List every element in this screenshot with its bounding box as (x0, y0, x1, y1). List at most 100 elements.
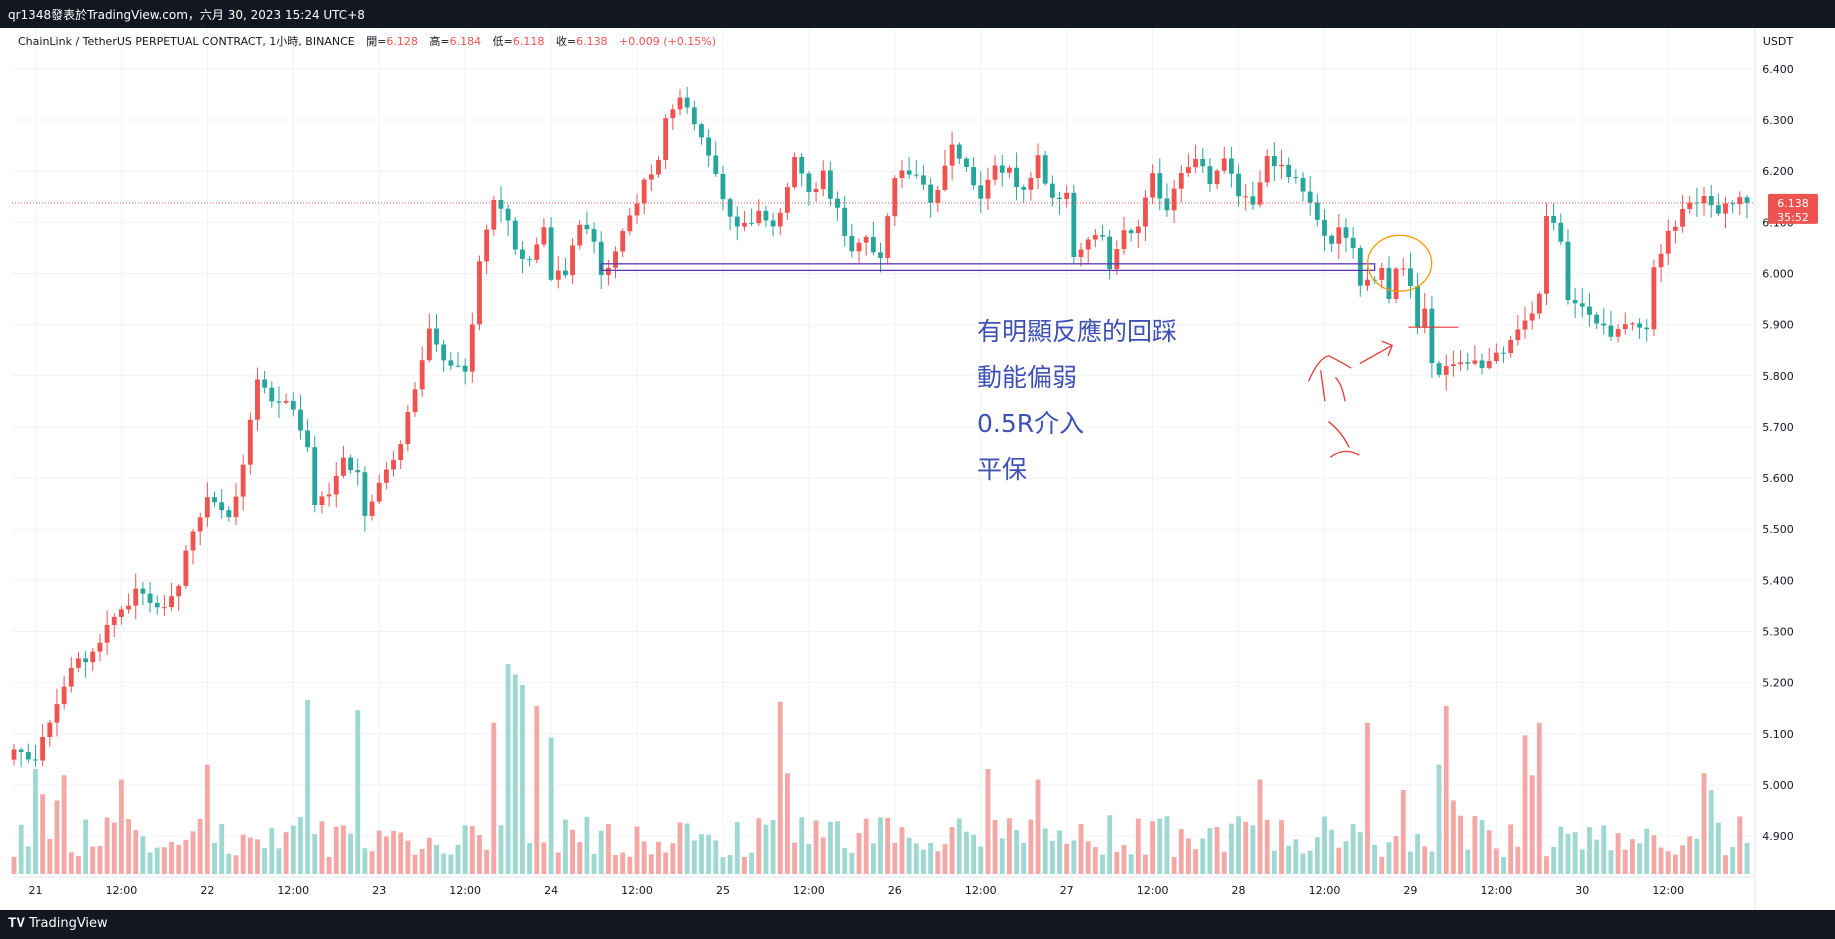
volume-bar (1365, 722, 1370, 874)
candle-body (605, 267, 611, 276)
candle-body (878, 252, 883, 258)
volume-bar (1243, 821, 1249, 874)
volume-bar (1150, 821, 1156, 874)
candle-body (1200, 158, 1206, 167)
candle-body (648, 174, 654, 180)
volume-bar (441, 853, 447, 874)
volume-bar (197, 818, 203, 874)
candle-body (520, 249, 525, 259)
candle-body (283, 400, 289, 403)
volume-bar (83, 819, 89, 874)
candle-body (1723, 203, 1728, 214)
candle-body (527, 258, 533, 260)
volume-bar (104, 817, 110, 874)
volume-bar (54, 800, 60, 874)
countdown-timer: 35:52 (1777, 211, 1809, 224)
volume-bar (233, 855, 239, 874)
time-axis[interactable]: 21 12:00 22 12:00 23 12:00 24 12:00 25 12:00 26 12:… (28, 884, 1684, 897)
candle-body (985, 179, 991, 199)
volume-bar (169, 841, 174, 874)
candle-body (434, 328, 439, 345)
candle-body (899, 170, 905, 179)
volume-bar (1730, 846, 1736, 874)
candle-body (1486, 361, 1492, 368)
price-chart[interactable]: ChainLink / TetherUS PERPETUAL CONTRACT,… (0, 0, 1835, 910)
volume-bar (906, 837, 912, 874)
price-tick-label: 5.800 (1762, 370, 1794, 383)
volume-bar (1264, 819, 1270, 874)
candle-body (76, 658, 81, 668)
tv-logo-text: TradingView (29, 916, 108, 931)
candle-body (226, 510, 232, 518)
volume-bar (1064, 843, 1070, 874)
candle-body (1637, 323, 1643, 328)
volume-bar (1422, 846, 1428, 874)
candle-body (25, 751, 31, 760)
candle-body (1221, 158, 1227, 171)
volume-bar (1078, 824, 1084, 874)
candle-body (1615, 329, 1621, 337)
price-axis[interactable]: 6.4006.3006.2006.1006.0005.9005.8005.700… (1762, 63, 1794, 843)
candle-body (441, 344, 447, 361)
volume-bar (1565, 833, 1571, 874)
time-tick-label: 12:00 (1137, 884, 1169, 897)
volume-bar (777, 701, 783, 874)
tradingview-logo[interactable]: 𝐓𝐕 TradingView (8, 916, 108, 931)
candle-body (240, 464, 246, 497)
candle-body (1493, 352, 1499, 362)
candle-body (140, 588, 146, 594)
candle-body (498, 199, 504, 209)
volume-bar (204, 764, 210, 874)
candle-body (584, 224, 590, 230)
hand-arrow-diagonal (1359, 340, 1394, 364)
volume-bar (520, 685, 525, 874)
chart-legend: ChainLink / TetherUS PERPETUAL CONTRACT,… (18, 34, 716, 48)
volume-bar (1529, 775, 1535, 874)
volume-bar (1501, 857, 1506, 874)
candle-body (1171, 188, 1177, 211)
candle-body (419, 360, 425, 390)
candle-body (462, 365, 468, 372)
volume-bar (784, 773, 790, 874)
volume-bar (1493, 848, 1499, 874)
candle-body (18, 749, 24, 752)
volume-bar (40, 794, 46, 874)
candle-body (706, 137, 712, 156)
volume-bar (1329, 829, 1335, 874)
candle-body (949, 144, 955, 166)
candle-body (111, 616, 117, 625)
candle-body (598, 241, 604, 276)
candle-body (1329, 235, 1335, 244)
price-tick-label: 5.700 (1762, 421, 1794, 434)
candle-body (1551, 215, 1557, 223)
volume-bar (1100, 854, 1105, 874)
time-tick-label: 23 (372, 884, 386, 897)
time-tick-label: 12:00 (1309, 884, 1341, 897)
volume-bar (419, 848, 425, 874)
candle-body (1193, 158, 1199, 168)
candle-body (1100, 235, 1105, 237)
volume-bar (656, 841, 661, 874)
volume-bar (161, 847, 167, 874)
volume-bar (1522, 735, 1528, 874)
candle-body (477, 261, 482, 325)
volume-bar (319, 821, 325, 874)
volume-bar (570, 829, 575, 874)
time-tick-label: 12:00 (1481, 884, 1513, 897)
price-tick-label: 5.600 (1762, 472, 1794, 485)
volume-bar (913, 843, 919, 874)
volume-bar (362, 848, 368, 874)
volume-bar (140, 836, 146, 874)
volume-bar (1028, 819, 1034, 874)
candle-body (964, 158, 969, 168)
candle-body (1078, 249, 1084, 258)
candle-body (1522, 320, 1528, 330)
candle-body (720, 173, 726, 200)
volume-bar (1107, 815, 1113, 874)
volume-bar (1193, 849, 1199, 874)
volume-bar (1128, 854, 1134, 874)
price-tick-label: 5.000 (1762, 779, 1794, 792)
candle-body (247, 419, 253, 465)
candle-body (1744, 197, 1750, 203)
candle-body (169, 596, 174, 608)
